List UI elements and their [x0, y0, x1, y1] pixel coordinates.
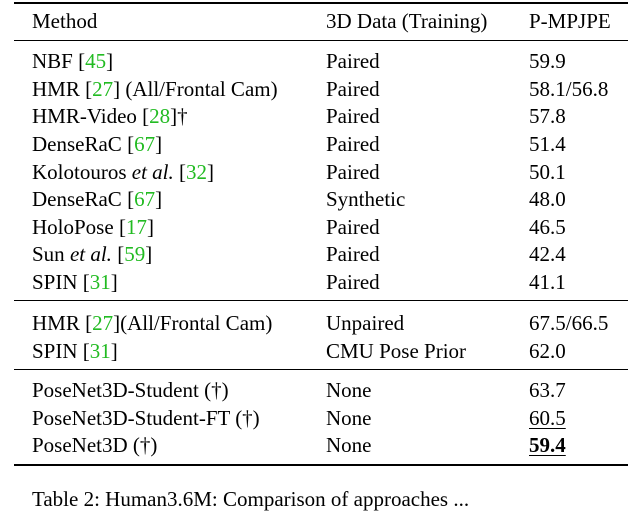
method-name: HoloPose: [32, 215, 114, 239]
method-name: HMR: [32, 311, 80, 335]
top-rule: [14, 2, 628, 4]
score: 48.0: [529, 187, 566, 211]
score: 41.1: [529, 270, 566, 294]
citation-link[interactable]: 67: [134, 187, 156, 211]
method-et-al: et al.: [69, 242, 112, 266]
citation-link[interactable]: 67: [134, 132, 156, 156]
training-data: None: [326, 406, 372, 430]
table-row: SPIN [31] CMU Pose Prior 62.0: [32, 339, 566, 363]
table-row: PoseNet3D-Student-FT (†) None 60.5: [0, 404, 640, 432]
training-data: Paired: [326, 270, 380, 294]
table-row: HMR-Video [28]† Paired 57.8: [32, 104, 566, 128]
training-data: CMU Pose Prior: [326, 339, 467, 363]
table-row: NBF [45] Paired 59.9: [32, 49, 566, 73]
score: 62.0: [529, 339, 566, 363]
header-method: Method: [32, 9, 98, 33]
group-rule-2: [14, 369, 628, 370]
citation-link[interactable]: 17: [125, 215, 147, 239]
method-name: HMR-Video: [32, 104, 137, 128]
bottom-rule: [14, 464, 628, 466]
citation-link[interactable]: 32: [186, 160, 207, 184]
header-rule: [14, 40, 628, 41]
method-name: PoseNet3D (†): [32, 433, 158, 457]
header-score: P-MPJPE: [529, 9, 611, 33]
citation-link[interactable]: 28: [149, 104, 171, 128]
table-row: DenseRaC [67] Synthetic 48.0: [32, 187, 566, 211]
citation-link[interactable]: 27: [92, 311, 114, 335]
training-data: Paired: [326, 242, 380, 266]
training-data: Synthetic: [326, 187, 406, 211]
score: 63.7: [529, 378, 566, 402]
citation-link[interactable]: 45: [85, 49, 107, 73]
citation-link[interactable]: 31: [89, 270, 111, 294]
citation-link[interactable]: 27: [92, 77, 114, 101]
table-row: HMR [27] (All/Frontal Cam) Paired 58.1/5…: [32, 77, 609, 101]
method-name: Kolotouros: [32, 160, 127, 184]
score: 42.4: [529, 242, 566, 266]
method-name: DenseRaC: [32, 132, 122, 156]
method-name: SPIN: [32, 270, 78, 294]
header-row: Method 3D Data (Training) P-MPJPE: [0, 7, 640, 35]
training-data: None: [326, 378, 372, 402]
score-second-best: 60.5: [529, 406, 566, 430]
citation-link[interactable]: 31: [89, 339, 111, 363]
method-name: Sun: [32, 242, 65, 266]
table-row: HMR [27](All/Frontal Cam) Unpaired 67.5/…: [32, 311, 609, 335]
table-row: HoloPose [17] Paired 46.5: [32, 215, 566, 239]
dagger-mark: †: [177, 104, 188, 128]
citation-link[interactable]: 59: [124, 242, 146, 266]
training-data: Paired: [326, 160, 380, 184]
method-name: PoseNet3D-Student-FT (†): [32, 406, 260, 430]
table-row: Kolotouros et al. [32] Paired 50.1: [32, 160, 566, 184]
score: 50.1: [529, 160, 566, 184]
score: 57.8: [529, 104, 566, 128]
score: 51.4: [529, 132, 566, 156]
method-note: (All/Frontal Cam): [120, 311, 273, 335]
score: 67.5/66.5: [529, 311, 609, 335]
group-rule-1: [14, 300, 628, 301]
method-name: DenseRaC: [32, 187, 122, 211]
method-name: PoseNet3D-Student (†): [32, 378, 229, 402]
method-name: HMR: [32, 77, 80, 101]
table-row: Sun et al. [59] Paired 42.4: [32, 242, 566, 266]
training-data: Paired: [326, 104, 380, 128]
training-data: Paired: [326, 49, 380, 73]
training-data: Paired: [326, 215, 380, 239]
header-data: 3D Data (Training): [326, 9, 488, 33]
table-row: SPIN [31] Paired 41.1: [32, 270, 566, 294]
method-name: SPIN: [32, 339, 78, 363]
training-data: Unpaired: [326, 311, 405, 335]
table-caption: Table 2: Human3.6M: Comparison of approa…: [32, 487, 470, 511]
score: 59.9: [529, 49, 566, 73]
method-et-al: et al.: [131, 160, 174, 184]
method-name: NBF: [32, 49, 73, 73]
method-note: (All/Frontal Cam): [125, 77, 278, 101]
table-row: PoseNet3D-Student (†) None 63.7: [0, 376, 640, 404]
score: 58.1/56.8: [529, 77, 609, 101]
training-data: None: [326, 433, 372, 457]
score: 46.5: [529, 215, 566, 239]
table-row: PoseNet3D (†) None 59.4: [0, 431, 640, 459]
training-data: Paired: [326, 132, 380, 156]
training-data: Paired: [326, 77, 380, 101]
score-best: 59.4: [529, 433, 566, 457]
table-row: DenseRaC [67] Paired 51.4: [32, 132, 566, 156]
